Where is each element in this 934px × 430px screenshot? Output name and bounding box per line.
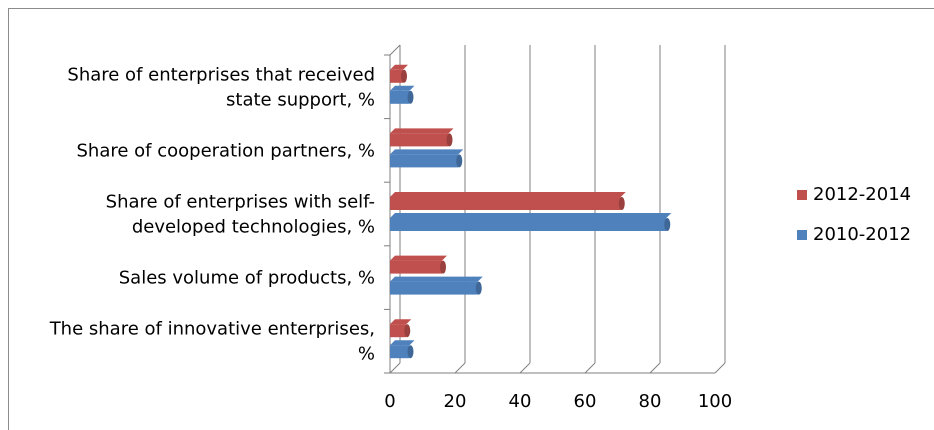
bar bbox=[390, 85, 415, 104]
axis-depth-line bbox=[389, 44, 401, 56]
bar-top bbox=[390, 340, 415, 346]
category-label: Share of cooperation partners, % bbox=[76, 140, 375, 161]
bar-cap bbox=[404, 324, 411, 338]
legend-swatch bbox=[797, 190, 807, 200]
bar-cap bbox=[407, 90, 414, 104]
legend-swatch bbox=[797, 230, 807, 240]
bar-cap bbox=[440, 260, 446, 274]
x-tick-label: 20 bbox=[444, 391, 467, 412]
category-label: The share of innovative enterprises, bbox=[49, 319, 375, 340]
bar bbox=[390, 319, 412, 338]
legend-label: 2010-2012 bbox=[813, 224, 911, 245]
bar-cap bbox=[446, 133, 453, 147]
bar-body bbox=[390, 324, 407, 338]
category-labels: Share of enterprises that received state … bbox=[49, 64, 375, 364]
chart-legend: 2012-2014 2010-2012 bbox=[797, 184, 911, 245]
bar bbox=[390, 340, 415, 359]
bar bbox=[390, 64, 408, 83]
x-tick-label: 0 bbox=[384, 391, 395, 412]
bar-top bbox=[390, 319, 412, 325]
bar-cap bbox=[407, 345, 414, 359]
bar-body bbox=[390, 90, 410, 104]
bar bbox=[390, 128, 454, 147]
bar-body bbox=[390, 69, 403, 83]
bar-top bbox=[390, 276, 483, 282]
frame-border-left bbox=[8, 8, 9, 430]
bar-cap bbox=[475, 281, 482, 295]
chart-bars bbox=[390, 64, 672, 359]
bar-top bbox=[390, 255, 447, 261]
category-label: Share of enterprises with self- bbox=[106, 192, 375, 213]
bar-top bbox=[390, 213, 672, 218]
floor-line bbox=[584, 362, 596, 374]
frame-border-top bbox=[8, 8, 934, 9]
floor-line bbox=[649, 362, 661, 374]
legend-label: 2012-2014 bbox=[813, 184, 911, 205]
bar-top bbox=[390, 64, 408, 70]
bar bbox=[390, 213, 672, 231]
x-axis-ticks: 0 20 40 60 80 100 bbox=[384, 391, 732, 412]
bar-body bbox=[390, 260, 442, 274]
bar bbox=[390, 276, 483, 295]
bar-top bbox=[390, 85, 415, 91]
bar bbox=[390, 192, 626, 210]
category-label: developed technologies, % bbox=[132, 217, 375, 238]
bar-body bbox=[390, 345, 410, 359]
bar-top bbox=[390, 192, 626, 197]
bar-top bbox=[390, 149, 464, 155]
x-tick-label: 60 bbox=[574, 391, 597, 412]
category-label: state support, % bbox=[226, 89, 375, 110]
bar bbox=[390, 255, 447, 274]
x-tick-label: 80 bbox=[639, 391, 662, 412]
bar-cap bbox=[456, 154, 463, 168]
bar-body bbox=[390, 281, 478, 295]
bar-cap bbox=[401, 69, 407, 83]
bar-body bbox=[390, 197, 621, 210]
bar-cap bbox=[664, 218, 671, 231]
bar-top bbox=[390, 128, 454, 134]
x-tick-label: 100 bbox=[698, 391, 732, 412]
category-label: % bbox=[358, 344, 375, 365]
bar bbox=[390, 149, 464, 168]
bar-body bbox=[390, 154, 459, 168]
bar-body bbox=[390, 133, 449, 147]
bar-body bbox=[390, 218, 667, 231]
floor-line bbox=[519, 362, 531, 374]
category-label: Share of enterprises that received bbox=[67, 64, 375, 85]
x-tick-label: 40 bbox=[509, 391, 532, 412]
floor-line bbox=[389, 362, 401, 374]
bar-cap bbox=[618, 197, 625, 210]
floor-line bbox=[714, 362, 726, 374]
floor-line bbox=[454, 362, 466, 374]
category-label: Sales volume of products, % bbox=[119, 268, 375, 289]
